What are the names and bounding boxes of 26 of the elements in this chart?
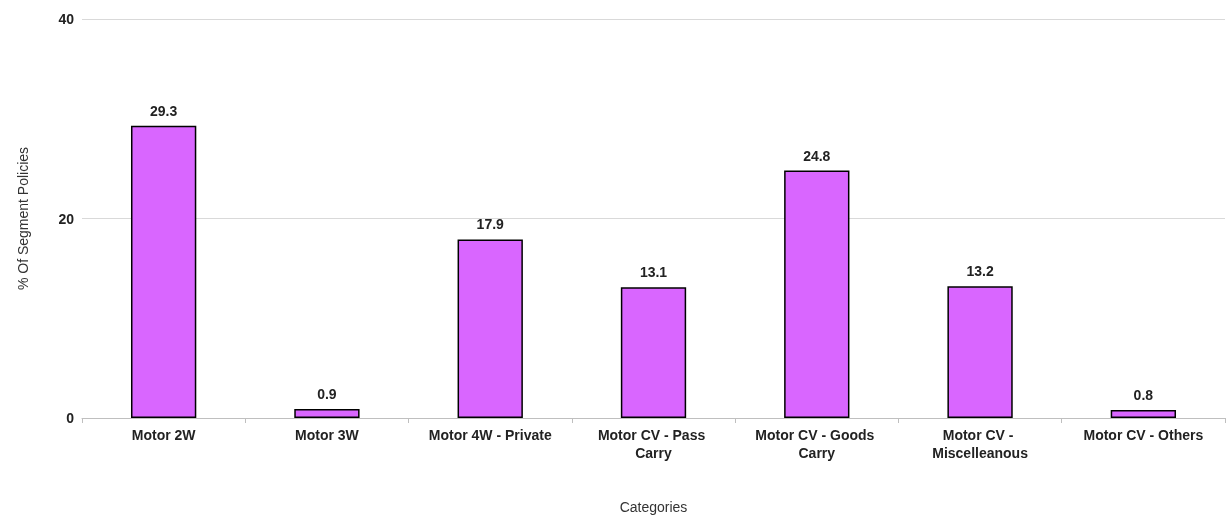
data-label: 0.9 xyxy=(317,386,337,403)
data-label: 13.2 xyxy=(966,263,994,280)
x-tick-label: Motor 2W xyxy=(131,427,197,443)
data-label: 0.8 xyxy=(1133,387,1154,404)
bar xyxy=(620,287,687,418)
bar xyxy=(947,286,1013,418)
x-tick-label: Motor 3W xyxy=(295,427,360,443)
y-tick-label: 40 xyxy=(58,11,75,27)
x-tick-label: Motor CV - Miscelleanous xyxy=(932,427,1029,461)
data-label: 17.9 xyxy=(476,216,505,233)
bar xyxy=(294,409,360,418)
x-tick-label: Motor CV - Others xyxy=(1083,427,1204,443)
bar xyxy=(130,125,197,418)
y-tick-label: 20 xyxy=(58,210,75,227)
bar xyxy=(457,239,523,418)
x-tick-label: Motor CV - Goods Carry xyxy=(755,427,879,461)
x-tick-label: Motor CV - Pass Carry xyxy=(597,427,710,461)
data-label: 29.3 xyxy=(150,102,178,119)
x-axis-title: Categories xyxy=(619,499,688,515)
x-tick-label: Motor 4W - Private xyxy=(428,427,552,443)
bar xyxy=(1110,410,1177,418)
y-tick-label: 0 xyxy=(66,410,75,426)
data-label: 24.8 xyxy=(803,147,831,164)
y-axis-title: % Of Segment Policies xyxy=(15,146,31,291)
data-label: 13.1 xyxy=(639,264,668,281)
bar xyxy=(784,170,850,418)
